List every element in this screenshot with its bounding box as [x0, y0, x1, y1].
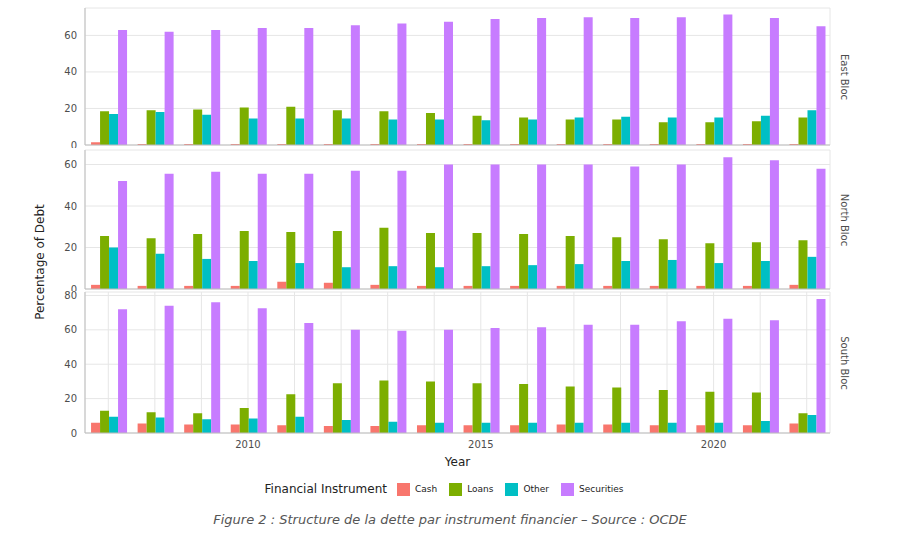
- html-text:Financial Instrument: Financial Instrument: [264, 482, 387, 496]
- svg-text:20: 20: [64, 103, 77, 114]
- html-text:South Bloc: South Bloc: [838, 335, 850, 390]
- html-text:Cash: Cash: [415, 484, 438, 494]
- svg-text:0: 0: [71, 140, 77, 148]
- svg-text:80: 80: [64, 290, 77, 301]
- svg-text:0: 0: [71, 428, 77, 439]
- svg-text:20: 20: [64, 393, 77, 404]
- svg-text:20: 20: [64, 242, 77, 253]
- svg-text:2020: 2020: [701, 439, 726, 450]
- svg-text:40: 40: [64, 359, 77, 370]
- svg-text:60: 60: [64, 159, 77, 170]
- html-text:Loans: Loans: [467, 484, 494, 494]
- html-text:East Bloc: East Bloc: [838, 53, 850, 100]
- svg-text:40: 40: [64, 66, 77, 77]
- svg-text:60: 60: [64, 30, 77, 41]
- html-text:Year: Year: [444, 455, 471, 469]
- html-text:Figure 2 : Structure de la det: Figure 2 : Structure de la dette par ins…: [213, 512, 687, 527]
- html-text:North Bloc: North Bloc: [838, 193, 850, 246]
- svg-text:2010: 2010: [235, 439, 260, 450]
- svg-text:60: 60: [64, 324, 77, 335]
- svg-text:40: 40: [64, 201, 77, 212]
- svg-text:2015: 2015: [468, 439, 493, 450]
- html-text:Percentage of Debt: Percentage of Debt: [33, 204, 47, 320]
- html-text:Other: Other: [523, 484, 549, 494]
- html-text:Securities: Securities: [579, 484, 624, 494]
